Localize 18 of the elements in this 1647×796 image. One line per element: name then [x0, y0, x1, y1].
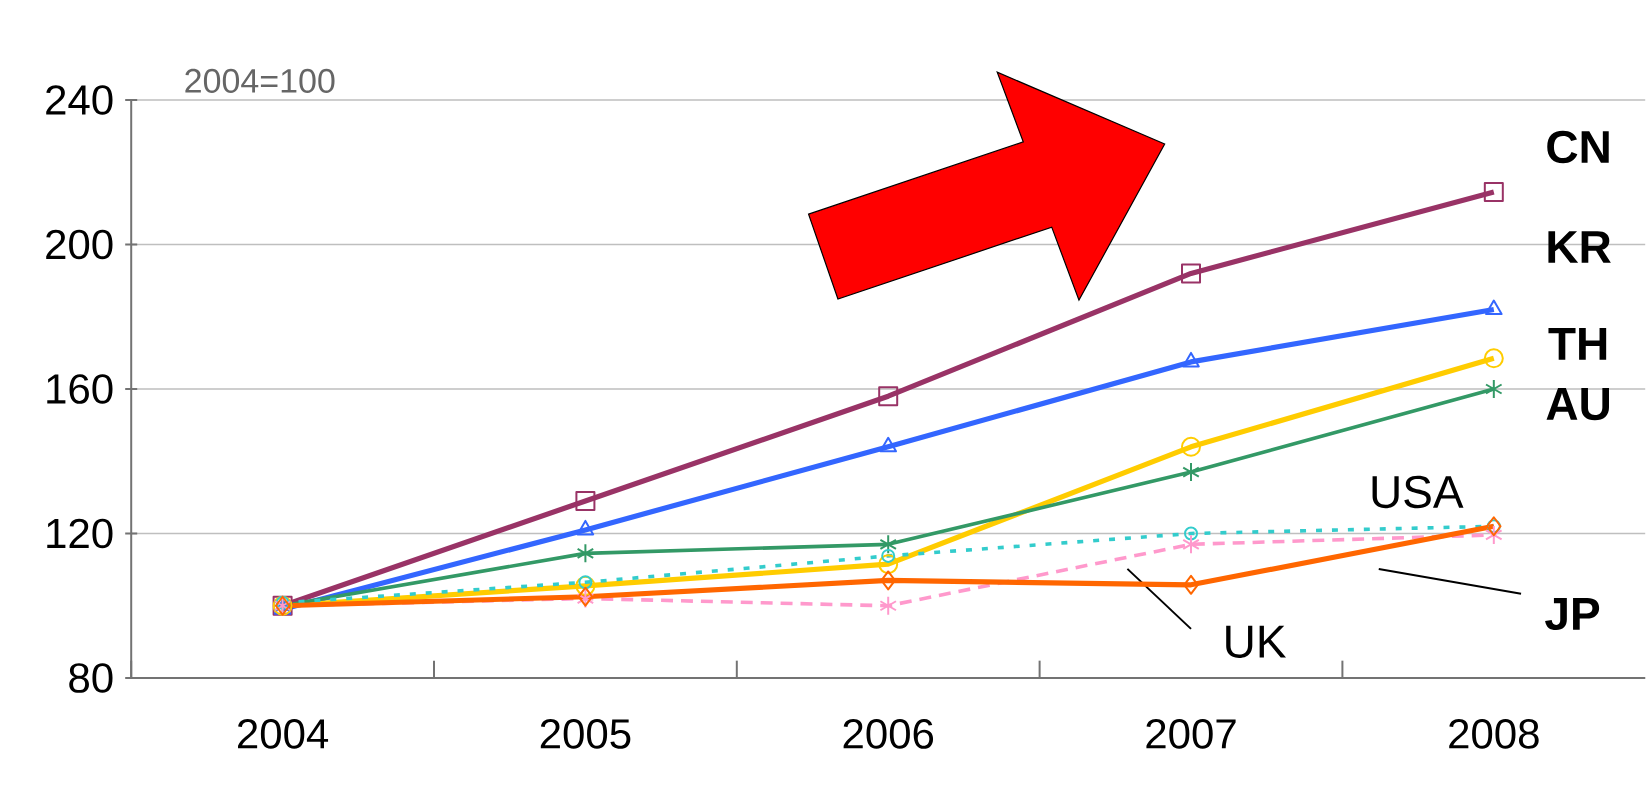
- x-tick-label: 2008: [1449, 719, 1539, 749]
- y-tick-label: 120: [47, 518, 113, 549]
- series-label: JP: [1545, 598, 1600, 631]
- y-tick-label: 240: [46, 85, 113, 115]
- x-tick-label: 2005: [540, 719, 631, 749]
- x-tick-label: 2004: [238, 719, 329, 749]
- y-axis-title: 2004=100: [185, 68, 335, 93]
- series-label: KR: [1548, 231, 1611, 263]
- series-label: TH: [1548, 328, 1607, 360]
- y-tick-label: 80: [69, 663, 113, 693]
- series-label: AU: [1546, 388, 1609, 421]
- series-label: USA: [1372, 475, 1464, 509]
- x-tick-label: 2006: [843, 719, 934, 749]
- y-tick-label: 160: [47, 374, 113, 404]
- series-label: UK: [1226, 625, 1287, 658]
- series-label: CN: [1547, 130, 1609, 164]
- y-tick-label: 200: [46, 229, 113, 260]
- x-tick-label: 2007: [1146, 719, 1236, 749]
